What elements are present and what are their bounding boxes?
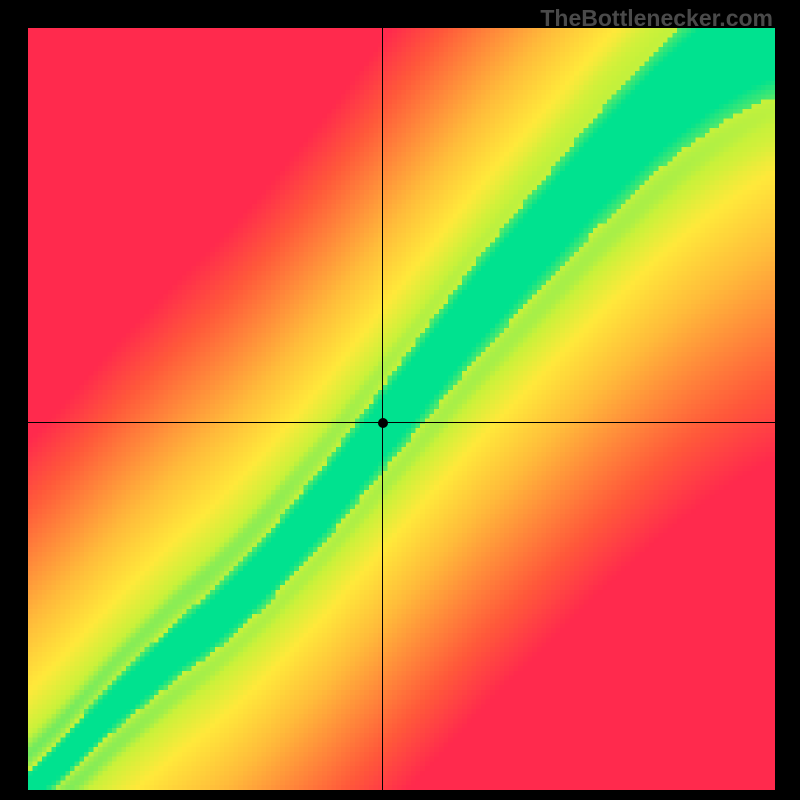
crosshair-vertical bbox=[382, 28, 383, 790]
crosshair-horizontal bbox=[28, 422, 775, 423]
chart-container: TheBottlenecker.com bbox=[0, 0, 800, 800]
selected-point-marker bbox=[378, 418, 388, 428]
bottleneck-heatmap bbox=[28, 28, 775, 790]
watermark-text: TheBottlenecker.com bbox=[540, 5, 773, 32]
